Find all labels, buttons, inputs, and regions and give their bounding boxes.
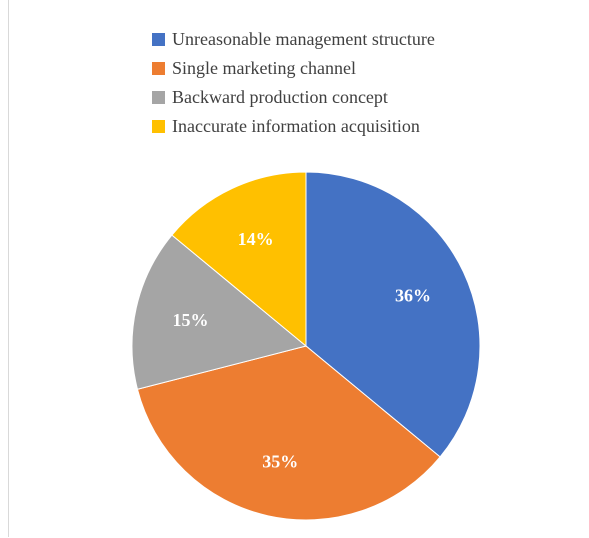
- chart-frame: [8, 0, 588, 537]
- slice-label-1: 36%: [395, 286, 431, 306]
- legend: Unreasonable management structure Single …: [152, 29, 435, 136]
- legend-swatch-1: [152, 33, 165, 46]
- slice-label-4: 14%: [238, 229, 274, 249]
- pie-slice-4: [171, 171, 307, 348]
- legend-label-4: Inaccurate information acquisition: [172, 116, 420, 136]
- pie-slice-2: [136, 345, 441, 521]
- legend-label-2: Single marketing channel: [172, 58, 356, 78]
- legend-label-1: Unreasonable management structure: [172, 29, 435, 49]
- legend-label-3: Backward production concept: [172, 87, 388, 107]
- legend-swatch-3: [152, 91, 165, 104]
- legend-swatch-4: [152, 120, 165, 133]
- pie-slice-1: [305, 171, 481, 458]
- pie-slices: [131, 171, 481, 521]
- slice-labels: 36% 35% 15% 14%: [173, 229, 432, 472]
- slice-label-3: 15%: [173, 310, 209, 330]
- pie-slice-3: [131, 234, 308, 390]
- slice-label-2: 35%: [262, 451, 298, 471]
- legend-swatch-2: [152, 62, 165, 75]
